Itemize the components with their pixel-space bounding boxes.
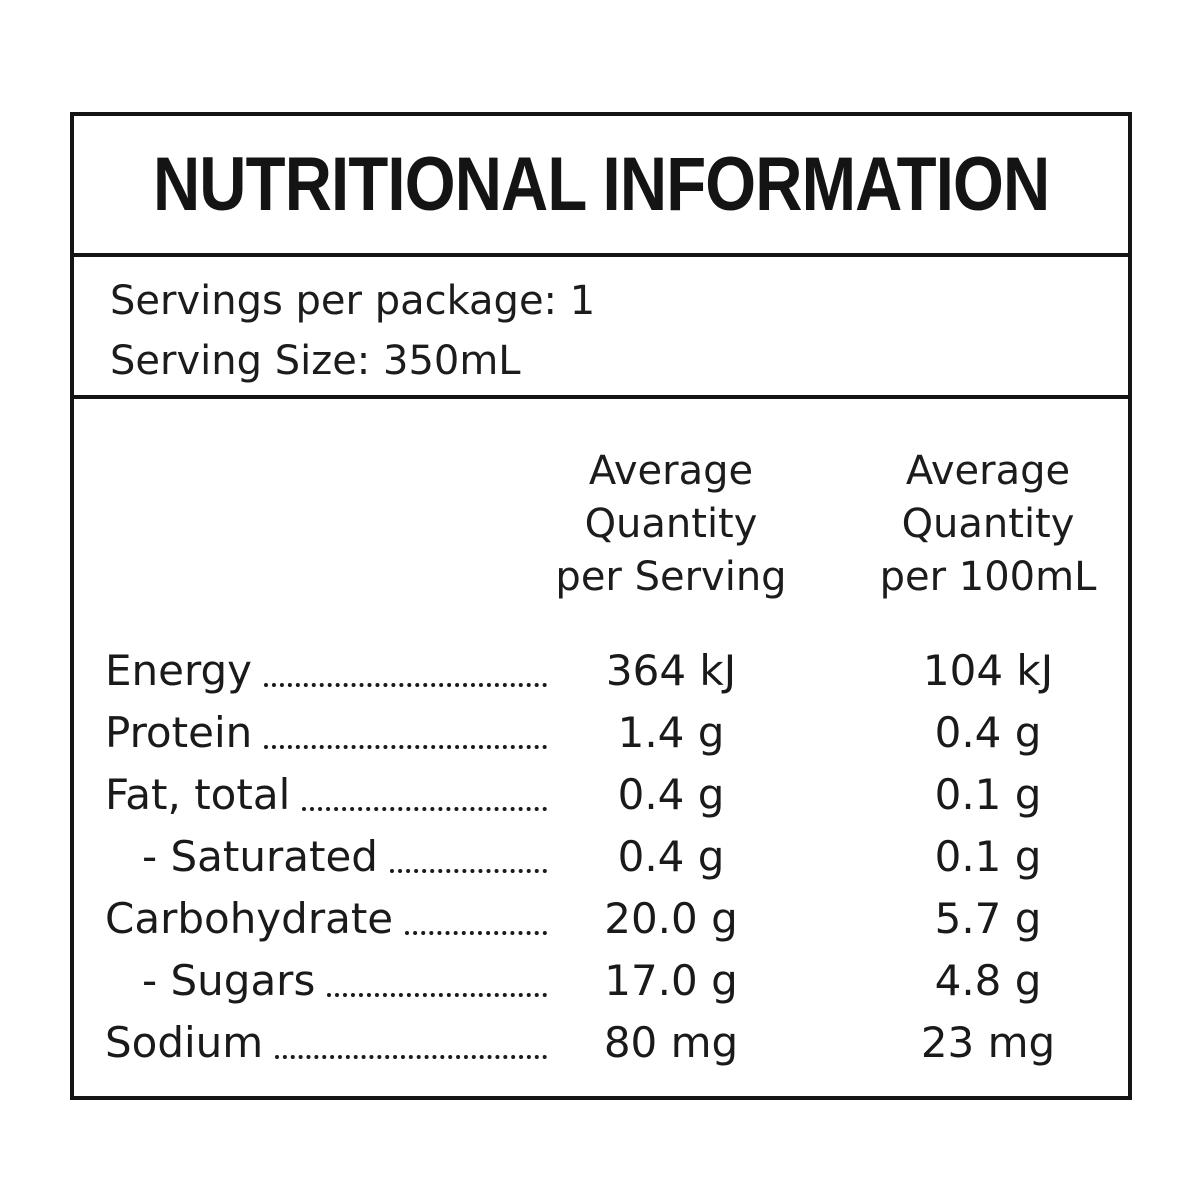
table-row-fat-total: Fat, total 0.4 g 0.1 g	[105, 764, 1108, 826]
leader-dots	[264, 745, 547, 749]
value-per-100ml: 23 mg	[920, 1018, 1056, 1067]
leader-dots	[327, 993, 547, 997]
value-per-100ml: 104 kJ	[922, 646, 1054, 695]
leader-dots	[302, 807, 547, 811]
nutrition-information-panel: NUTRITIONAL INFORMATION Servings per pac…	[70, 112, 1132, 1100]
column-header-per-serving: Average Quantity per Serving	[555, 448, 787, 600]
value-per-serving: 1.4 g	[617, 708, 725, 757]
servings-per-package-text: Servings per package: 1	[110, 278, 596, 324]
row-label: Energy	[105, 646, 253, 695]
leader-dots	[264, 683, 547, 687]
table-row-sugars: - Sugars 17.0 g 4.8 g	[105, 950, 1108, 1012]
value-per-serving: 364 kJ	[605, 646, 737, 695]
row-label: - Sugars	[142, 956, 316, 1005]
table-row-protein: Protein 1.4 g 0.4 g	[105, 702, 1108, 764]
value-per-serving: 0.4 g	[617, 832, 725, 881]
table-row-saturated: - Saturated 0.4 g 0.1 g	[105, 826, 1108, 888]
serving-size-text: Serving Size: 350mL	[110, 338, 521, 384]
leader-dots	[389, 869, 547, 873]
row-label: Protein	[105, 708, 253, 757]
value-per-100ml: 5.7 g	[934, 894, 1042, 943]
value-per-100ml: 0.4 g	[934, 708, 1042, 757]
row-label: Carbohydrate	[105, 894, 394, 943]
title-section: NUTRITIONAL INFORMATION	[74, 116, 1128, 257]
header-spacer	[105, 445, 551, 604]
table-row-energy: Energy 364 kJ 104 kJ	[105, 640, 1108, 702]
nutrients-table: Average Quantity per Serving Average Qua…	[74, 399, 1128, 1074]
column-header-per-100ml: Average Quantity per 100mL	[879, 448, 1097, 600]
value-per-serving: 0.4 g	[617, 770, 725, 819]
row-label: - Saturated	[142, 832, 378, 881]
table-header-row: Average Quantity per Serving Average Qua…	[105, 445, 1108, 604]
value-per-serving: 80 mg	[603, 1018, 739, 1067]
value-per-100ml: 0.1 g	[934, 832, 1042, 881]
table-row-carbohydrate: Carbohydrate 20.0 g 5.7 g	[105, 888, 1108, 950]
value-per-serving: 20.0 g	[604, 894, 738, 943]
leader-dots	[405, 931, 547, 935]
value-per-100ml: 4.8 g	[934, 956, 1042, 1005]
row-label: Fat, total	[105, 770, 291, 819]
serving-info-section: Servings per package: 1 Serving Size: 35…	[74, 257, 1128, 399]
panel-title: NUTRITIONAL INFORMATION	[152, 142, 1050, 227]
table-row-sodium: Sodium 80 mg 23 mg	[105, 1012, 1108, 1074]
value-per-100ml: 0.1 g	[934, 770, 1042, 819]
row-label: Sodium	[105, 1018, 264, 1067]
value-per-serving: 17.0 g	[604, 956, 738, 1005]
leader-dots	[275, 1055, 547, 1059]
